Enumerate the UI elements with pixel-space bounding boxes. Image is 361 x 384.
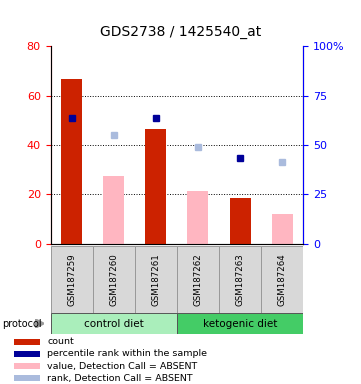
Text: percentile rank within the sample: percentile rank within the sample	[47, 349, 207, 359]
Bar	[61, 79, 82, 244]
Text: count: count	[47, 338, 74, 346]
Text: ketogenic diet: ketogenic diet	[203, 318, 277, 329]
Bar	[219, 246, 261, 313]
Text: rank, Detection Call = ABSENT: rank, Detection Call = ABSENT	[47, 374, 193, 382]
Text: GSM187263: GSM187263	[236, 253, 244, 306]
Text: GDS2738 / 1425540_at: GDS2738 / 1425540_at	[100, 25, 261, 39]
Bar	[14, 375, 40, 381]
Bar	[103, 176, 124, 244]
Text: GSM187264: GSM187264	[278, 253, 287, 306]
Bar	[14, 339, 40, 345]
Text: GSM187259: GSM187259	[67, 253, 76, 306]
Bar	[177, 246, 219, 313]
Text: GSM187260: GSM187260	[109, 253, 118, 306]
Bar	[14, 363, 40, 369]
Bar	[177, 313, 303, 334]
Bar	[271, 214, 293, 244]
Bar	[135, 246, 177, 313]
Text: GSM187262: GSM187262	[193, 253, 203, 306]
Bar	[187, 191, 208, 244]
Text: control diet: control diet	[84, 318, 144, 329]
Bar	[51, 246, 93, 313]
Text: GSM187261: GSM187261	[151, 253, 160, 306]
Polygon shape	[35, 319, 44, 328]
Bar	[145, 129, 166, 244]
Bar	[51, 313, 177, 334]
Text: protocol: protocol	[2, 318, 42, 329]
Text: value, Detection Call = ABSENT: value, Detection Call = ABSENT	[47, 361, 197, 371]
Bar	[261, 246, 303, 313]
Bar	[230, 198, 251, 244]
Bar	[93, 246, 135, 313]
Bar	[14, 351, 40, 357]
